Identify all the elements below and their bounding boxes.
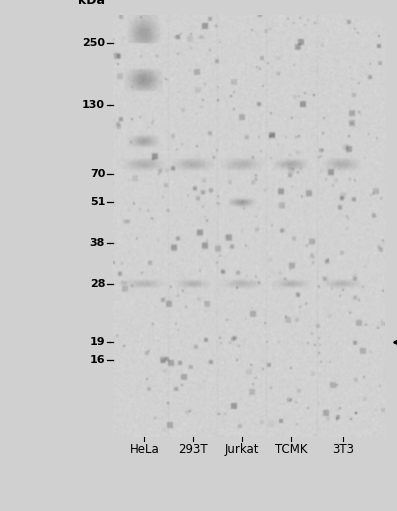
Text: 16: 16 (89, 355, 105, 365)
Text: 38: 38 (90, 238, 105, 248)
Text: 19: 19 (89, 337, 105, 347)
Text: 28: 28 (90, 278, 105, 289)
Text: 70: 70 (90, 169, 105, 179)
Text: HeLa: HeLa (129, 443, 159, 456)
Text: TCMK: TCMK (275, 443, 308, 456)
Text: Jurkat: Jurkat (225, 443, 260, 456)
Text: kDa: kDa (78, 0, 105, 7)
Text: 51: 51 (90, 197, 105, 207)
Text: 293T: 293T (179, 443, 208, 456)
Text: 250: 250 (82, 38, 105, 49)
Text: 130: 130 (82, 100, 105, 110)
Text: 3T3: 3T3 (332, 443, 354, 456)
